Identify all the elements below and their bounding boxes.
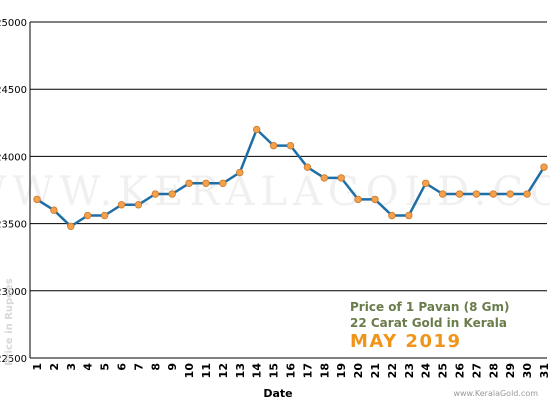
x-axis-label: Date [263, 387, 292, 400]
y-axis-label: Price in Rupees [4, 278, 15, 365]
x-tick-label: 23 [403, 363, 416, 378]
data-point [337, 174, 345, 182]
x-tick-label: 1 [31, 363, 44, 371]
data-point [540, 163, 548, 171]
x-tick-label: 22 [386, 363, 399, 378]
data-point [33, 195, 41, 204]
x-tick-label: 28 [487, 363, 500, 378]
data-point [303, 163, 312, 171]
x-tick-label: 13 [234, 363, 247, 378]
x-tick-label: 25 [437, 363, 450, 378]
x-tick-label: 15 [268, 363, 281, 378]
data-point [354, 195, 362, 204]
data-point [371, 195, 379, 204]
x-tick-label: 14 [251, 363, 264, 379]
x-tick-label: 21 [369, 363, 382, 378]
data-point [236, 168, 244, 177]
data-point [269, 141, 278, 150]
y-tick-label: 23500 [0, 220, 27, 231]
x-tick-label: 18 [318, 363, 331, 378]
annotation-line-3: MAY 2019 [350, 331, 462, 352]
y-tick-label: 24000 [0, 152, 27, 163]
data-point [67, 222, 75, 230]
y-tick-label: 23000 [0, 287, 27, 298]
data-point [405, 211, 413, 220]
x-tick-label: 27 [470, 363, 483, 378]
annotation-line-2: 22 Carat Gold in Kerala [350, 316, 507, 330]
data-points [33, 125, 548, 230]
y-tick-label: 24500 [0, 85, 27, 96]
data-point [134, 201, 143, 209]
data-point [219, 179, 227, 187]
x-tick-label: 5 [99, 363, 112, 371]
watermark: WWW.KERALAGOLD.COM [0, 169, 550, 215]
data-point [388, 211, 396, 220]
data-point [50, 206, 58, 214]
x-tick-label: 16 [285, 363, 298, 379]
data-point [320, 174, 328, 182]
data-point [506, 190, 514, 198]
x-tick-label: 7 [132, 363, 145, 371]
x-tick-label: 31 [538, 363, 550, 378]
x-tick-label: 24 [420, 363, 433, 379]
x-tick-label: 11 [200, 363, 213, 378]
data-point [286, 141, 295, 150]
x-tick-label: 12 [217, 363, 230, 378]
x-tick-label: 26 [454, 363, 467, 379]
data-point [83, 211, 92, 220]
data-point [168, 190, 176, 198]
data-point [185, 179, 193, 187]
x-tick-label: 3 [65, 363, 78, 371]
data-point [151, 190, 159, 198]
y-tick-label: 25000 [0, 18, 27, 29]
x-tick-label: 17 [301, 363, 314, 378]
data-point [100, 211, 109, 220]
data-point [489, 190, 497, 198]
data-point [472, 190, 481, 198]
data-point [253, 125, 261, 134]
data-point [117, 201, 126, 209]
x-tick-label: 4 [82, 363, 95, 371]
x-tick-label: 9 [166, 363, 179, 371]
annotation-line-1: Price of 1 Pavan (8 Gm) [350, 300, 510, 314]
x-tick-label: 6 [116, 363, 129, 371]
x-tick-label: 29 [504, 363, 517, 378]
x-tick-label: 2 [48, 363, 61, 371]
y-tick-label: 22500 [0, 354, 27, 365]
y-tick-labels: 22500 23000 23500 24000 24500 25000 [0, 18, 27, 365]
x-tick-label: 30 [521, 363, 534, 379]
data-point [523, 190, 531, 198]
x-tick-label: 19 [335, 363, 348, 378]
x-tick-label: 10 [183, 363, 196, 379]
x-tick-label: 8 [149, 363, 162, 371]
data-point [455, 190, 464, 198]
x-tick-labels: 1 2 3 4 5 6 7 8 9 10 11 12 13 14 15 16 17 18 19 20 21 22 23 24 2… [31, 363, 550, 379]
data-point [438, 190, 447, 198]
data-point [422, 179, 430, 187]
x-tick-label: 20 [352, 363, 365, 379]
data-point [202, 179, 210, 187]
credit-text: www.KeralaGold.com [453, 389, 538, 398]
